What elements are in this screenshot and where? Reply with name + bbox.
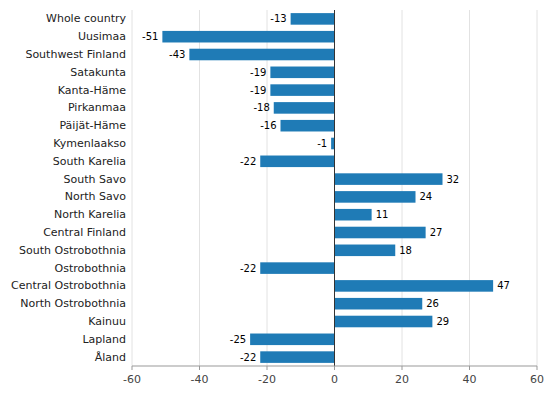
bar (270, 84, 334, 96)
x-tick (267, 366, 268, 370)
data-label: -19 (250, 67, 266, 78)
bar (250, 334, 334, 346)
x-tick-label: 0 (331, 373, 338, 386)
bar (335, 209, 372, 221)
x-tick-label: -40 (191, 373, 209, 386)
bar (335, 191, 416, 203)
bar (281, 120, 335, 132)
category-label: Satakunta (70, 66, 126, 79)
data-label: -22 (240, 156, 256, 167)
category-label: Päijät-Häme (59, 119, 126, 132)
x-tick-label: -60 (123, 373, 141, 386)
grid-line (267, 10, 268, 366)
data-label: 24 (420, 191, 433, 202)
data-label: -13 (270, 13, 286, 24)
data-labels: -13 -51 -43 -19 -19 -18 -16 -1 -22 32 24 11 27 18 -22 4… (142, 13, 510, 362)
x-tick-label: 60 (530, 373, 544, 386)
category-label: Central Finland (43, 226, 126, 239)
data-label: -51 (142, 31, 158, 42)
bar (189, 49, 334, 61)
x-tick (199, 366, 200, 370)
grid-line (402, 10, 403, 366)
data-label: -22 (240, 352, 256, 363)
category-label: South Savo (64, 173, 127, 186)
bar (335, 227, 426, 239)
category-label: North Ostrobothnia (20, 297, 126, 310)
category-label: Kymenlaakso (53, 137, 126, 150)
category-label: South Karelia (53, 155, 126, 168)
grid-line (199, 10, 200, 366)
grid (132, 10, 537, 366)
bar (335, 316, 433, 328)
grid-line (469, 10, 470, 366)
data-label: 47 (497, 280, 510, 291)
bar (291, 13, 335, 25)
bar (335, 173, 443, 185)
bar (162, 31, 334, 43)
x-tick-label: -20 (258, 373, 276, 386)
bar (260, 156, 334, 168)
data-label: -18 (253, 102, 269, 113)
category-label: South Ostrobothnia (19, 244, 126, 257)
zero-line (334, 10, 335, 366)
data-label: 32 (447, 174, 460, 185)
data-label: 26 (426, 298, 439, 309)
category-label: Lapland (82, 333, 126, 346)
bar (274, 102, 335, 114)
grid-line (537, 10, 538, 366)
category-label: North Savo (65, 190, 126, 203)
grid-line (334, 10, 335, 366)
x-tick-label: 40 (463, 373, 477, 386)
category-label: Uusimaa (78, 30, 126, 43)
data-label: -1 (317, 138, 327, 149)
x-tick (402, 366, 403, 370)
category-label: Central Ostrobothnia (11, 279, 126, 292)
data-label: -19 (250, 85, 266, 96)
bar (335, 245, 396, 257)
data-label: 29 (436, 316, 449, 327)
grid-line (132, 10, 133, 366)
category-label: Ostrobothnia (55, 262, 126, 275)
data-label: -22 (240, 263, 256, 274)
chart-svg: -60 -40 -20 0 20 40 60 Whole country Uusimaa Sout… (0, 0, 553, 396)
x-tick-label: 20 (395, 373, 409, 386)
x-tick (132, 366, 133, 370)
bar (260, 262, 334, 274)
x-axis: -60 -40 -20 0 20 40 60 (123, 366, 544, 386)
category-label: Pirkanmaa (68, 101, 126, 114)
bar (331, 138, 334, 150)
category-label: Whole country (46, 12, 126, 25)
x-tick (334, 366, 335, 370)
category-label: Southwest Finland (25, 48, 126, 61)
data-label: 27 (430, 227, 443, 238)
data-label: -16 (260, 120, 276, 131)
x-tick (469, 366, 470, 370)
bars (162, 13, 493, 363)
category-label: Åland (95, 351, 126, 364)
data-label: -43 (169, 49, 185, 60)
bar (260, 351, 334, 363)
bar (270, 67, 334, 79)
data-label: 11 (376, 209, 389, 220)
data-label: 18 (399, 245, 412, 256)
bar (335, 298, 423, 310)
y-axis: Whole country Uusimaa Southwest Finland Sat… (11, 12, 127, 363)
bar (335, 280, 494, 292)
x-tick (537, 366, 538, 370)
category-label: North Karelia (54, 208, 126, 221)
category-label: Kanta-Häme (58, 84, 126, 97)
category-label: Kainuu (88, 315, 126, 328)
data-label: -25 (230, 334, 246, 345)
chart-container: -60 -40 -20 0 20 40 60 Whole country Uusimaa Sout… (0, 0, 553, 396)
